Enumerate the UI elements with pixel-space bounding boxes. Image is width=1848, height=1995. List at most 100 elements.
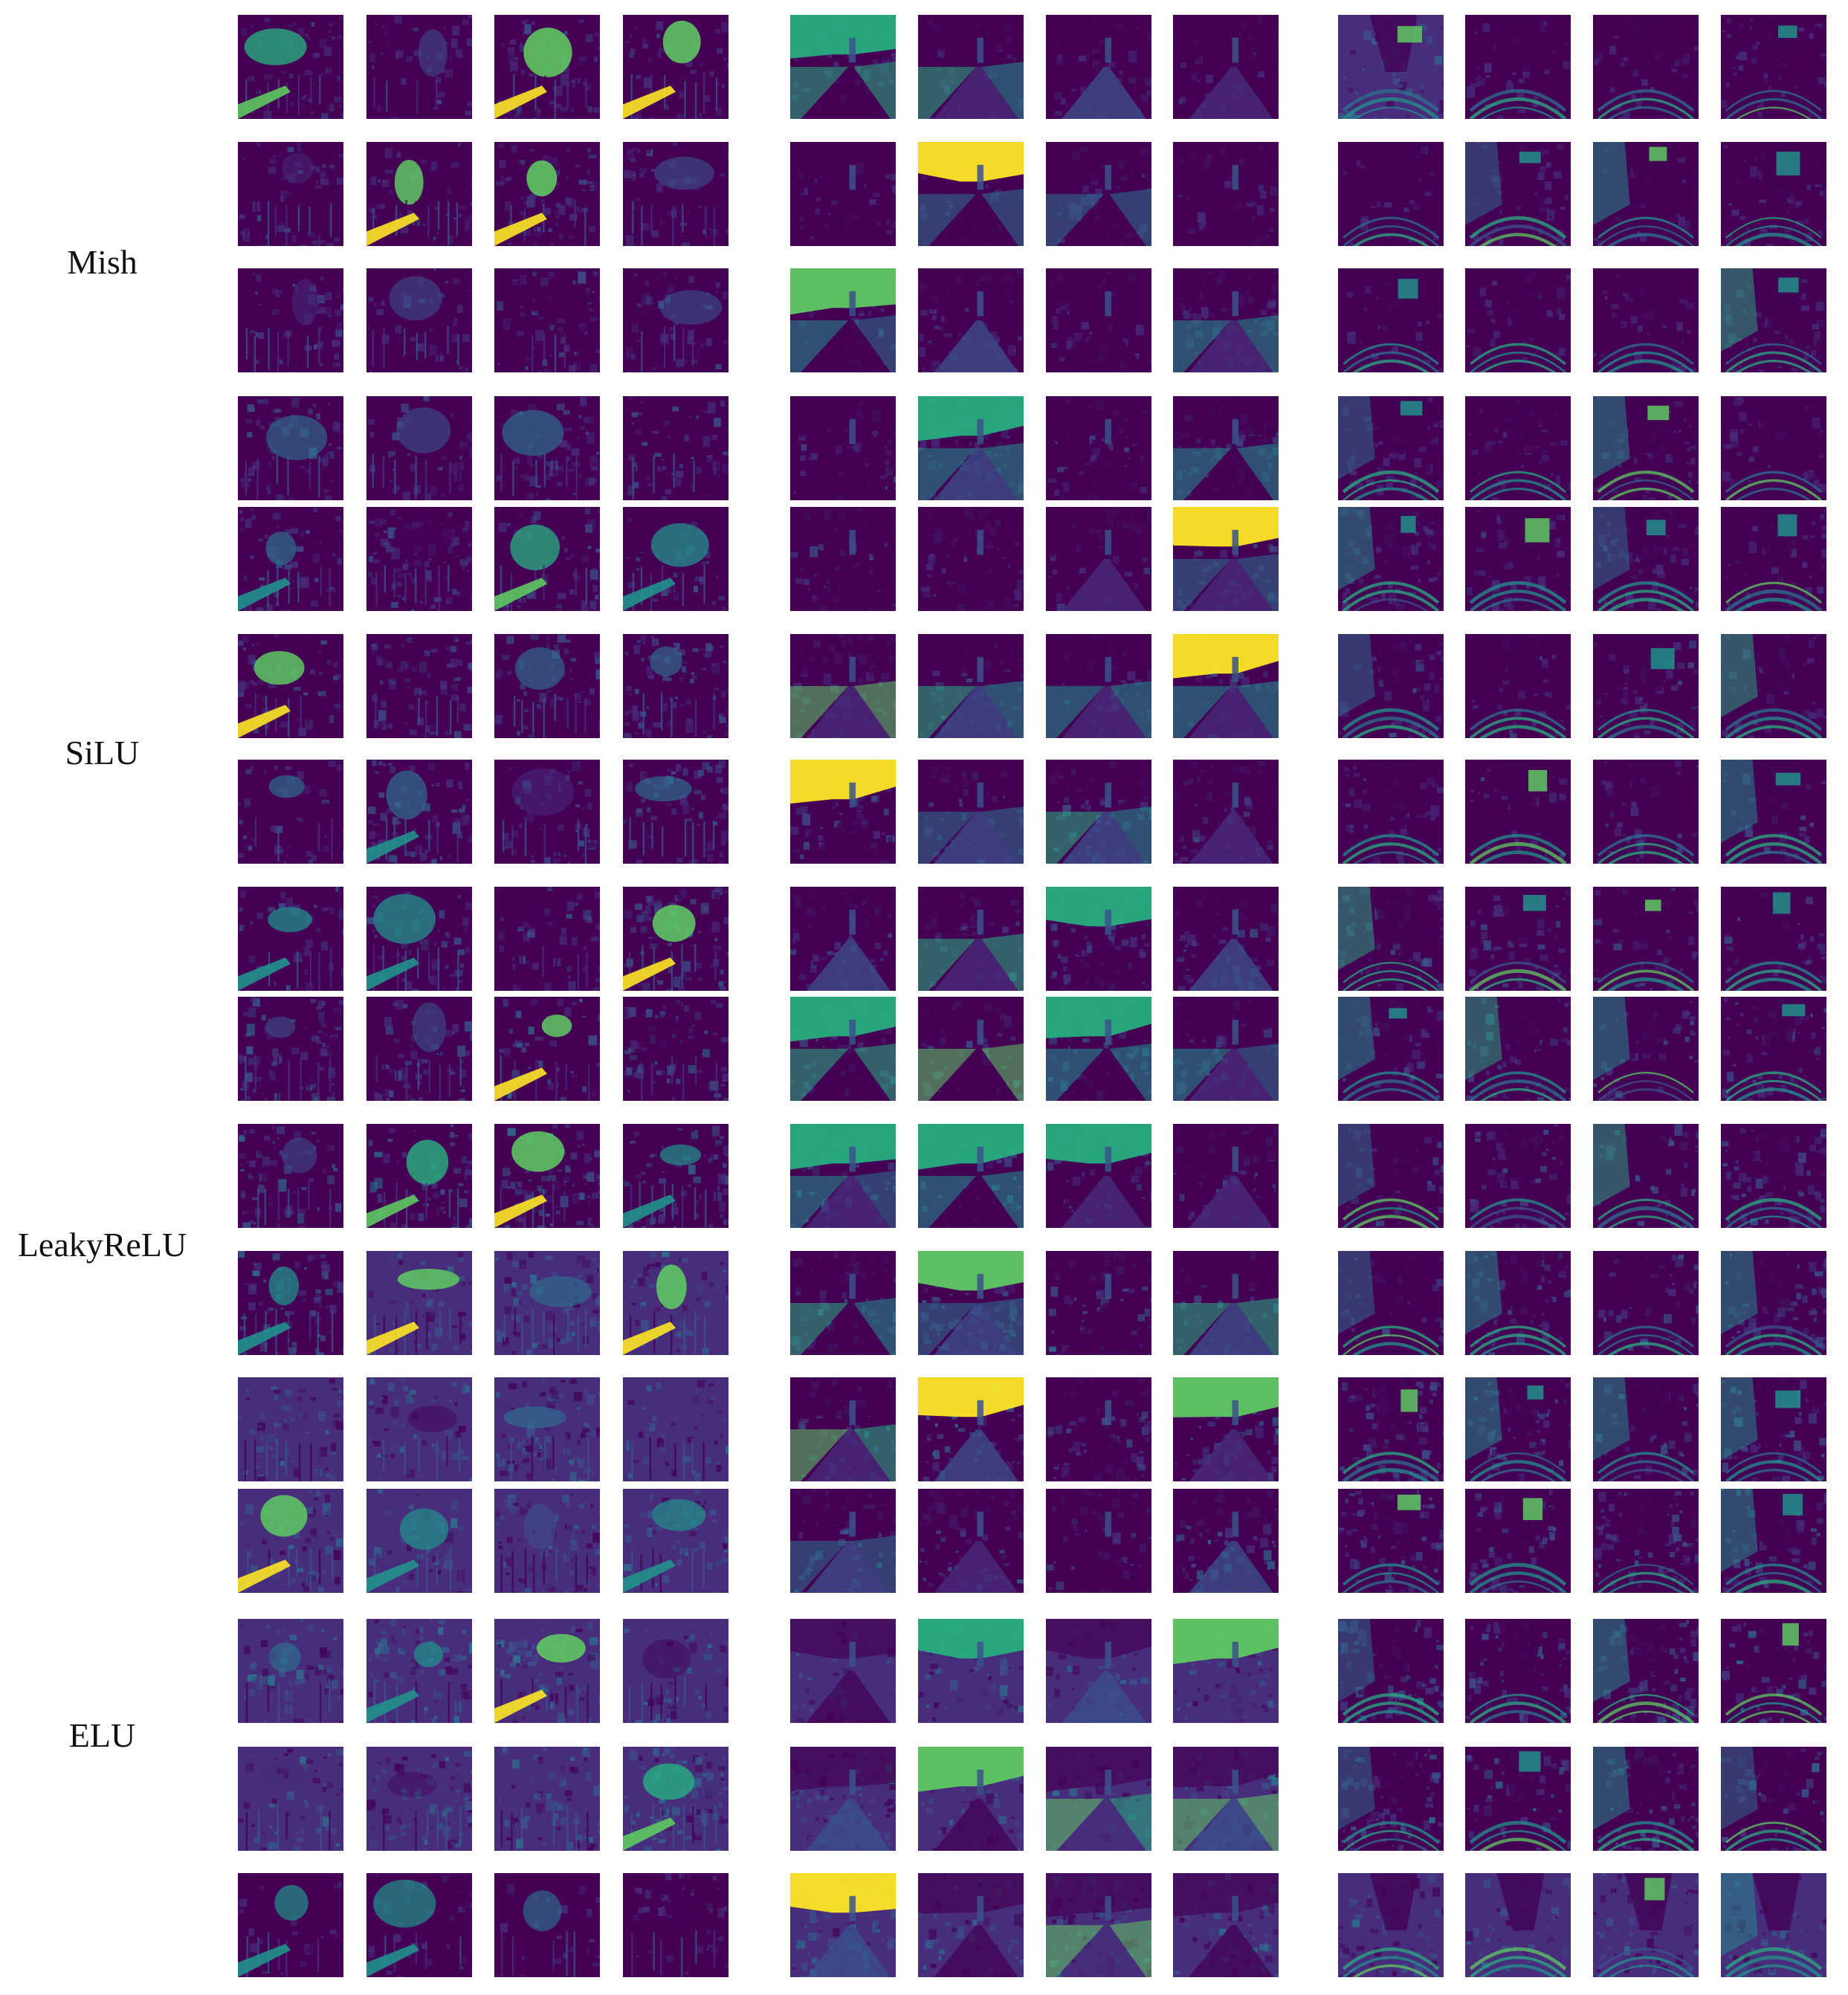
- feature-map-silu-field-road-tower-r1-c3: [1046, 507, 1151, 611]
- feature-map-silu-vineyard-rows-r2-c3: [494, 634, 600, 738]
- feature-map-silu-tree-lined-path-r2-c3: [1593, 634, 1699, 738]
- feature-map-elu-tree-lined-path-r2-c4: [1721, 1619, 1826, 1723]
- feature-map-leakyrelu-vineyard-rows-r4-c1: [238, 1377, 343, 1481]
- feature-map-elu-tree-lined-path-r3-c1: [1338, 1747, 1444, 1851]
- feature-map-mish-tree-lined-path-r2-c4: [1721, 142, 1826, 246]
- feature-map-leakyrelu-field-road-tower-r4-c1: [790, 1377, 896, 1481]
- feature-map-silu-tree-lined-path-r1-c4: [1721, 507, 1826, 611]
- feature-map-leakyrelu-field-road-tower-r1-c4: [1173, 997, 1279, 1101]
- feature-map-leakyrelu-tree-lined-path-r4-c2: [1465, 1377, 1571, 1481]
- feature-map-leakyrelu-field-road-tower-r3-c1: [790, 1251, 896, 1355]
- feature-map-elu-vineyard-rows-r3-c1: [238, 1747, 343, 1851]
- feature-map-mish-tree-lined-path-r3-c4: [1721, 268, 1826, 372]
- feature-map-mish-field-road-tower-r2-c3: [1046, 142, 1151, 246]
- feature-map-elu-field-road-tower-r2-c2: [918, 1619, 1024, 1723]
- feature-map-elu-vineyard-rows-r4-c2: [366, 1873, 472, 1977]
- feature-map-silu-field-road-tower-r1-c4: [1173, 507, 1279, 611]
- feature-map-silu-field-road-tower-r2-c3: [1046, 634, 1151, 738]
- feature-map-silu-vineyard-rows-r2-c1: [238, 634, 343, 738]
- feature-map-leakyrelu-vineyard-rows-r4-c4: [623, 1377, 728, 1481]
- feature-map-mish-vineyard-rows-r1-c2: [366, 15, 472, 119]
- feature-map-mish-field-road-tower-r2-c2: [918, 142, 1024, 246]
- feature-map-leakyrelu-vineyard-rows-r3-c4: [623, 1251, 728, 1355]
- feature-map-leakyrelu-tree-lined-path-r4-c3: [1593, 1377, 1699, 1481]
- feature-map-mish-field-road-tower-r4-c1: [790, 396, 896, 500]
- feature-map-elu-tree-lined-path-r4-c4: [1721, 1873, 1826, 1977]
- feature-map-silu-field-road-tower-r1-c1: [790, 507, 896, 611]
- feature-map-leakyrelu-vineyard-rows-r2-c3: [494, 1124, 600, 1228]
- feature-map-silu-field-road-tower-r4-c2: [918, 887, 1024, 991]
- feature-map-elu-vineyard-rows-r4-c1: [238, 1873, 343, 1977]
- feature-map-leakyrelu-tree-lined-path-r2-c1: [1338, 1124, 1444, 1228]
- feature-map-leakyrelu-vineyard-rows-r3-c3: [494, 1251, 600, 1355]
- feature-map-mish-vineyard-rows-r4-c2: [366, 396, 472, 500]
- feature-map-elu-tree-lined-path-r2-c2: [1465, 1619, 1571, 1723]
- feature-map-elu-tree-lined-path-r3-c2: [1465, 1747, 1571, 1851]
- feature-map-silu-vineyard-rows-r1-c4: [623, 507, 728, 611]
- feature-map-mish-field-road-tower-r1-c2: [918, 15, 1024, 119]
- feature-map-silu-vineyard-rows-r4-c4: [623, 887, 728, 991]
- feature-map-silu-field-road-tower-r4-c1: [790, 887, 896, 991]
- feature-map-silu-tree-lined-path-r2-c2: [1465, 634, 1571, 738]
- feature-map-leakyrelu-vineyard-rows-r1-c1: [238, 997, 343, 1101]
- feature-map-elu-tree-lined-path-r2-c3: [1593, 1619, 1699, 1723]
- feature-map-leakyrelu-vineyard-rows-r1-c4: [623, 997, 728, 1101]
- feature-map-silu-vineyard-rows-r2-c2: [366, 634, 472, 738]
- feature-map-silu-vineyard-rows-r1-c1: [238, 507, 343, 611]
- feature-map-leakyrelu-tree-lined-path-r4-c4: [1721, 1377, 1826, 1481]
- feature-map-leakyrelu-field-road-tower-r3-c4: [1173, 1251, 1279, 1355]
- feature-map-elu-field-road-tower-r3-c1: [790, 1747, 896, 1851]
- feature-map-mish-tree-lined-path-r2-c3: [1593, 142, 1699, 246]
- feature-map-mish-field-road-tower-r3-c4: [1173, 268, 1279, 372]
- feature-map-elu-field-road-tower-r1-c4: [1173, 1489, 1279, 1593]
- feature-map-mish-vineyard-rows-r2-c4: [623, 142, 728, 246]
- feature-map-silu-field-road-tower-r4-c4: [1173, 887, 1279, 991]
- feature-map-leakyrelu-field-road-tower-r1-c2: [918, 997, 1024, 1101]
- feature-map-elu-field-road-tower-r4-c4: [1173, 1873, 1279, 1977]
- feature-map-elu-tree-lined-path-r1-c2: [1465, 1489, 1571, 1593]
- feature-map-mish-tree-lined-path-r4-c4: [1721, 396, 1826, 500]
- feature-map-mish-tree-lined-path-r1-c3: [1593, 15, 1699, 119]
- feature-map-mish-field-road-tower-r3-c2: [918, 268, 1024, 372]
- feature-map-silu-tree-lined-path-r3-c2: [1465, 760, 1571, 864]
- feature-map-silu-tree-lined-path-r2-c4: [1721, 634, 1826, 738]
- feature-map-elu-tree-lined-path-r3-c3: [1593, 1747, 1699, 1851]
- feature-map-mish-field-road-tower-r4-c4: [1173, 396, 1279, 500]
- feature-map-mish-field-road-tower-r3-c1: [790, 268, 896, 372]
- feature-map-silu-tree-lined-path-r1-c3: [1593, 507, 1699, 611]
- feature-map-mish-field-road-tower-r1-c3: [1046, 15, 1151, 119]
- feature-map-silu-tree-lined-path-r1-c1: [1338, 507, 1444, 611]
- feature-map-elu-vineyard-rows-r1-c2: [366, 1489, 472, 1593]
- feature-map-elu-field-road-tower-r2-c4: [1173, 1619, 1279, 1723]
- feature-map-leakyrelu-tree-lined-path-r3-c1: [1338, 1251, 1444, 1355]
- feature-map-elu-vineyard-rows-r2-c1: [238, 1619, 343, 1723]
- feature-map-silu-tree-lined-path-r1-c2: [1465, 507, 1571, 611]
- feature-map-mish-tree-lined-path-r3-c1: [1338, 268, 1444, 372]
- feature-map-elu-tree-lined-path-r4-c1: [1338, 1873, 1444, 1977]
- feature-map-mish-vineyard-rows-r4-c4: [623, 396, 728, 500]
- feature-map-elu-tree-lined-path-r1-c1: [1338, 1489, 1444, 1593]
- feature-map-leakyrelu-tree-lined-path-r1-c3: [1593, 997, 1699, 1101]
- feature-map-leakyrelu-field-road-tower-r4-c2: [918, 1377, 1024, 1481]
- feature-map-elu-field-road-tower-r4-c3: [1046, 1873, 1151, 1977]
- feature-map-silu-vineyard-rows-r1-c3: [494, 507, 600, 611]
- feature-map-elu-field-road-tower-r1-c1: [790, 1489, 896, 1593]
- feature-map-elu-vineyard-rows-r3-c4: [623, 1747, 728, 1851]
- feature-map-silu-tree-lined-path-r3-c1: [1338, 760, 1444, 864]
- feature-map-leakyrelu-field-road-tower-r3-c3: [1046, 1251, 1151, 1355]
- feature-map-mish-tree-lined-path-r1-c2: [1465, 15, 1571, 119]
- feature-map-elu-vineyard-rows-r1-c1: [238, 1489, 343, 1593]
- feature-map-mish-vineyard-rows-r3-c3: [494, 268, 600, 372]
- feature-map-leakyrelu-vineyard-rows-r3-c1: [238, 1251, 343, 1355]
- feature-map-leakyrelu-vineyard-rows-r2-c4: [623, 1124, 728, 1228]
- feature-map-elu-tree-lined-path-r1-c4: [1721, 1489, 1826, 1593]
- feature-map-silu-field-road-tower-r3-c1: [790, 760, 896, 864]
- feature-map-mish-vineyard-rows-r2-c1: [238, 142, 343, 246]
- feature-map-leakyrelu-field-road-tower-r2-c1: [790, 1124, 896, 1228]
- feature-map-mish-vineyard-rows-r4-c3: [494, 396, 600, 500]
- feature-map-leakyrelu-field-road-tower-r1-c3: [1046, 997, 1151, 1101]
- feature-map-leakyrelu-vineyard-rows-r1-c3: [494, 997, 600, 1101]
- feature-map-mish-vineyard-rows-r3-c1: [238, 268, 343, 372]
- feature-map-silu-tree-lined-path-r4-c3: [1593, 887, 1699, 991]
